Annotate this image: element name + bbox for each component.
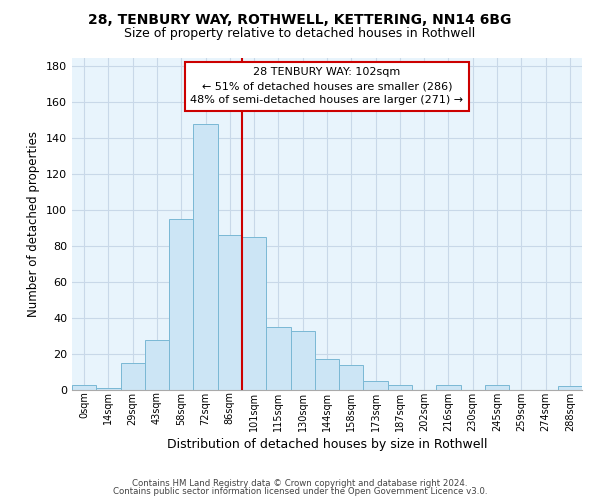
Bar	[388, 384, 412, 390]
Bar	[72, 384, 96, 390]
Bar	[218, 236, 242, 390]
Bar	[242, 237, 266, 390]
Bar	[485, 384, 509, 390]
Text: 28, TENBURY WAY, ROTHWELL, KETTERING, NN14 6BG: 28, TENBURY WAY, ROTHWELL, KETTERING, NN…	[88, 12, 512, 26]
Bar	[436, 384, 461, 390]
Bar	[193, 124, 218, 390]
Bar	[266, 327, 290, 390]
Text: Contains HM Land Registry data © Crown copyright and database right 2024.: Contains HM Land Registry data © Crown c…	[132, 478, 468, 488]
Bar	[339, 365, 364, 390]
Bar	[315, 360, 339, 390]
X-axis label: Distribution of detached houses by size in Rothwell: Distribution of detached houses by size …	[167, 438, 487, 450]
Text: Contains public sector information licensed under the Open Government Licence v3: Contains public sector information licen…	[113, 487, 487, 496]
Bar	[169, 220, 193, 390]
Bar	[145, 340, 169, 390]
Bar	[558, 386, 582, 390]
Text: Size of property relative to detached houses in Rothwell: Size of property relative to detached ho…	[124, 28, 476, 40]
Y-axis label: Number of detached properties: Number of detached properties	[28, 130, 40, 317]
Bar	[121, 363, 145, 390]
Bar	[290, 330, 315, 390]
Bar	[364, 381, 388, 390]
Text: 28 TENBURY WAY: 102sqm
← 51% of detached houses are smaller (286)
48% of semi-de: 28 TENBURY WAY: 102sqm ← 51% of detached…	[190, 68, 464, 106]
Bar	[96, 388, 121, 390]
